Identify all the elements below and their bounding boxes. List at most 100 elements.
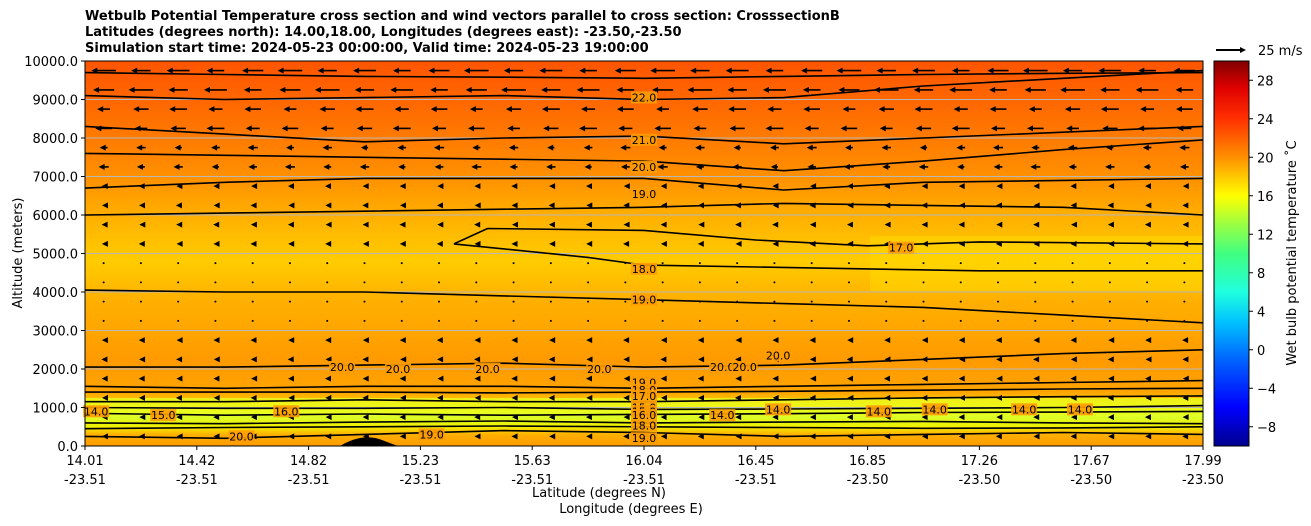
wind-vector	[438, 281, 441, 284]
wind-vector	[1146, 319, 1149, 322]
contour-label: 14.0	[766, 403, 791, 416]
wind-vector-head	[250, 356, 257, 363]
contour-label: 20.0	[632, 161, 657, 174]
contour-label: 18.0	[632, 263, 657, 276]
wind-vector-head	[546, 163, 553, 170]
wind-vector	[549, 281, 552, 284]
wind-vector-head	[698, 356, 705, 363]
wind-vector-head	[995, 337, 1002, 344]
wind-vector-head	[958, 337, 965, 344]
wind-vector	[959, 319, 962, 322]
wind-vector	[661, 300, 664, 303]
wind-vector-head	[772, 414, 779, 421]
wind-vector-head	[1107, 414, 1114, 421]
contour-label: 22.0	[632, 92, 657, 105]
contour-label-bg	[631, 432, 657, 445]
wind-vector-head	[1070, 337, 1077, 344]
wind-vector-head	[243, 86, 250, 93]
wind-vector-head	[213, 356, 220, 363]
wind-vector	[810, 262, 813, 265]
wind-vector-head	[586, 240, 593, 247]
wind-vector	[1108, 300, 1111, 303]
colorbar-tick-label: 8	[1257, 267, 1265, 282]
wind-vector-head	[400, 394, 406, 401]
wind-vector-head	[325, 414, 332, 421]
wind-vector	[624, 262, 627, 265]
wind-vector-head	[735, 240, 742, 247]
wind-vector-head	[360, 144, 367, 151]
wind-vector-head	[695, 163, 702, 170]
wind-vector	[698, 262, 701, 265]
wind-vector-head	[138, 337, 145, 344]
wind-vector-head	[1182, 183, 1189, 190]
wind-vector-head	[660, 183, 667, 190]
wind-vector-head	[362, 202, 369, 209]
wind-vector-head	[356, 125, 363, 132]
wind-vector-head	[213, 337, 220, 344]
contour-label: 14.0	[922, 403, 947, 416]
wind-vector	[326, 281, 329, 284]
contour-label-bg	[631, 262, 657, 275]
wind-vector-head	[1033, 240, 1040, 247]
wind-vector-head	[617, 106, 623, 113]
wind-vector-head	[958, 240, 965, 247]
wind-vector-head	[325, 183, 331, 190]
wind-vector	[139, 262, 142, 265]
wind-vector-head	[1070, 394, 1077, 401]
wind-vector	[885, 262, 888, 265]
wind-vector-head	[101, 375, 108, 382]
wind-vector	[736, 262, 739, 265]
colorbar-tick-label: 24	[1257, 113, 1274, 128]
wind-vector-head	[623, 183, 630, 190]
wind-vector	[736, 281, 739, 284]
wind-vector-head	[511, 183, 518, 190]
wind-vector-head	[879, 125, 886, 132]
wind-vector-head	[949, 86, 956, 93]
wind-vector	[549, 300, 552, 303]
wind-vector-head	[881, 144, 888, 151]
wind-vector-head	[464, 67, 470, 74]
contour-label-bg	[631, 187, 657, 200]
wind-vector	[251, 281, 254, 284]
wind-vector-head	[915, 125, 922, 132]
wind-vector-head	[1033, 414, 1040, 421]
wind-vector-head	[244, 106, 251, 113]
wind-vector-head	[618, 125, 625, 132]
wind-vector-head	[996, 394, 1002, 401]
wind-vector-head	[139, 394, 145, 401]
wind-vector-head	[660, 433, 667, 440]
wind-vector-head	[430, 86, 437, 93]
wind-vector-head	[288, 433, 295, 440]
wind-vector-head	[325, 202, 332, 209]
wind-vector-head	[660, 414, 667, 421]
wind-vector-head	[1033, 433, 1040, 440]
wind-vector-head	[392, 125, 399, 132]
wind-vector-head	[362, 394, 369, 401]
wind-vector-head	[1070, 183, 1077, 190]
contour-label-bg	[150, 409, 177, 422]
wind-vector-head	[99, 144, 106, 151]
wind-vector-head	[437, 183, 444, 190]
colorbar-tick-label: 0	[1257, 344, 1265, 359]
x-tick-longitude: -23.50	[1070, 473, 1112, 488]
wind-vector-head	[661, 202, 667, 209]
wind-vector-head	[1027, 125, 1033, 132]
contour-label-bg	[709, 409, 736, 422]
wind-vector-head	[809, 221, 816, 228]
wind-vector-head	[512, 414, 518, 421]
wind-vector-head	[921, 356, 928, 363]
wind-vector-head	[806, 144, 813, 151]
wind-vector-head	[1142, 144, 1149, 151]
wind-vector-head	[281, 125, 288, 132]
wind-vector-head	[735, 337, 742, 344]
wind-vector-head	[548, 414, 555, 421]
wind-vector-head	[1070, 375, 1077, 382]
contour-label: 21.0	[632, 134, 657, 147]
wind-vector-head	[1108, 240, 1115, 247]
wind-vector-head	[474, 337, 481, 344]
colorbar-tick-label: 28	[1257, 74, 1274, 89]
wind-vector-head	[586, 202, 593, 209]
wind-vector	[773, 281, 776, 284]
wind-vector-head	[213, 221, 220, 228]
wind-vector-head	[810, 183, 817, 190]
